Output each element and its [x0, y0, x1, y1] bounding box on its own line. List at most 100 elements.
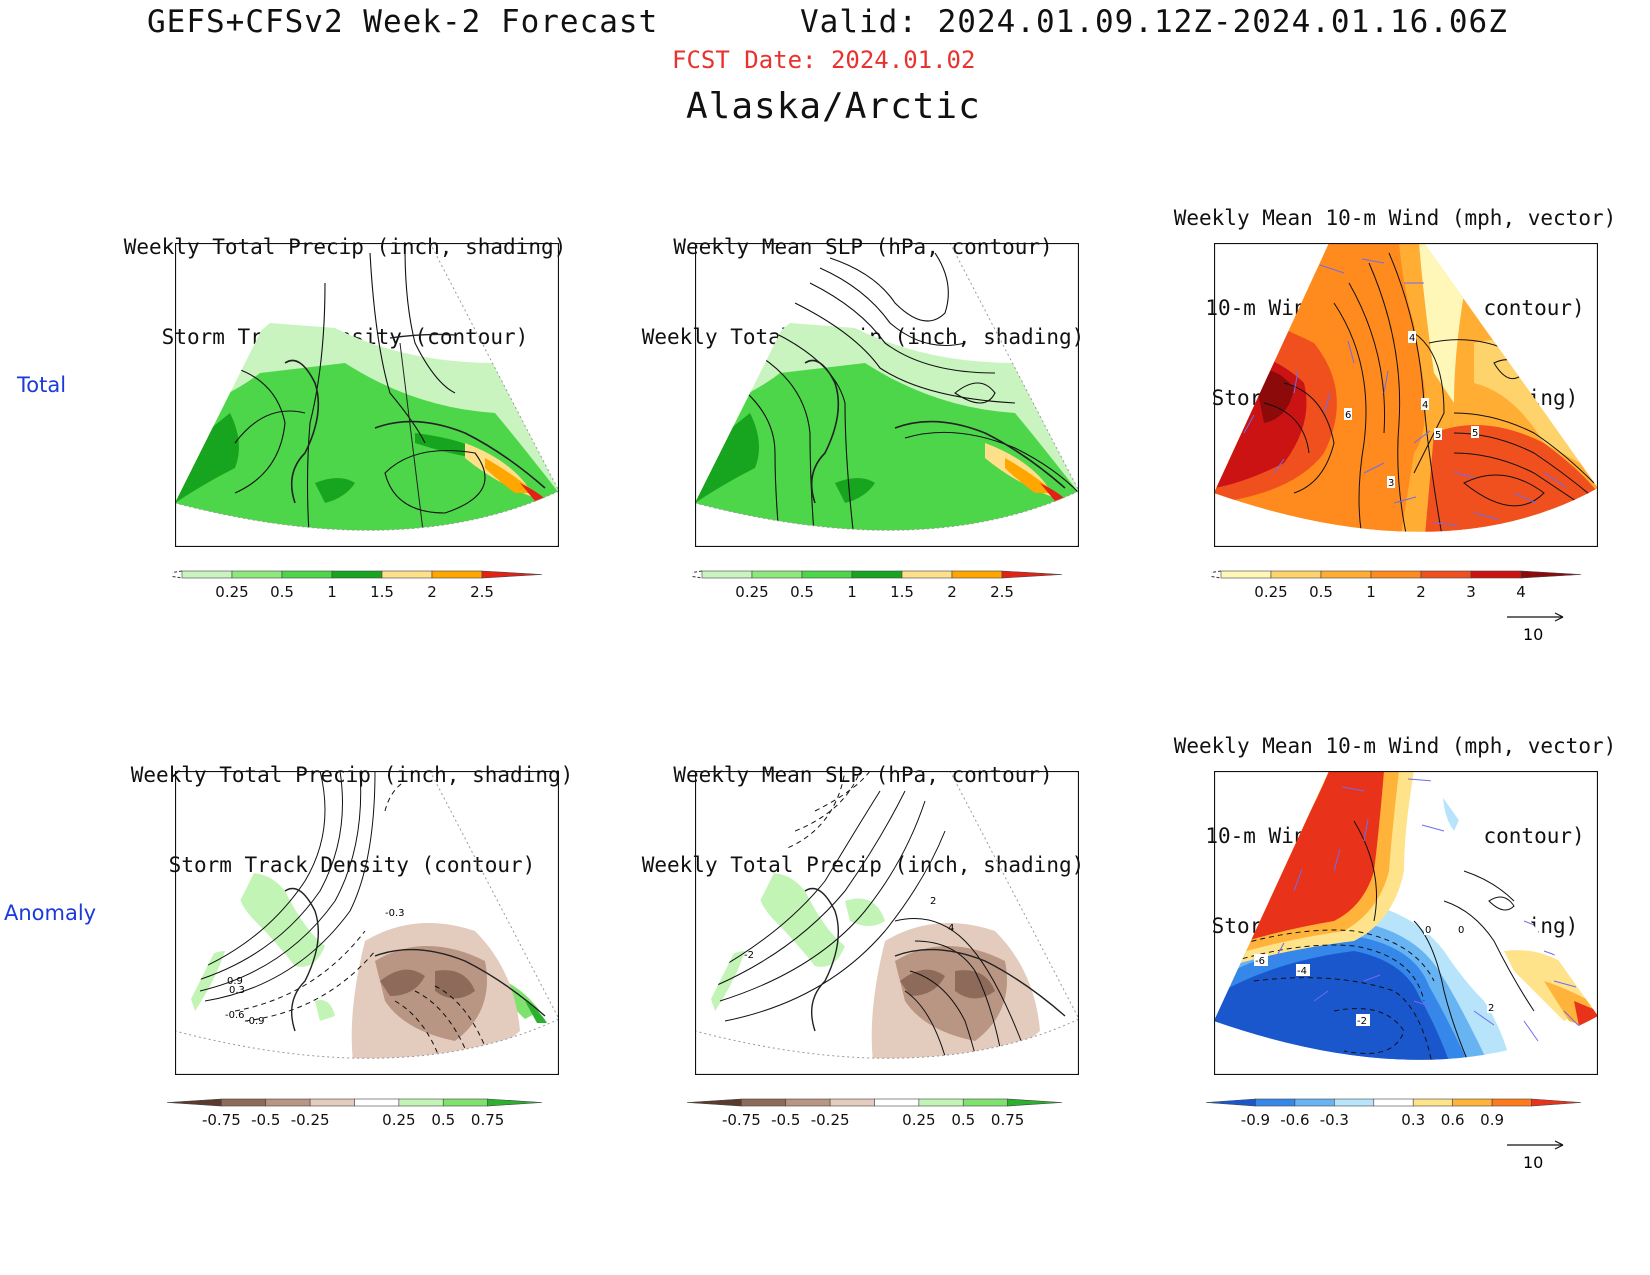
colorbar-tick-label: 0.6 [1441, 1111, 1465, 1129]
colorbar-precip-total-2: 0.25 0.5 1 1.5 2 2.5 [692, 570, 1063, 601]
contour-label: 0 [1458, 925, 1464, 936]
valid-period: Valid: 2024.01.09.12Z-2024.01.16.06Z [800, 4, 1508, 40]
colorbar-precip-total-1: 0.25 0.5 1 1.5 2 2.5 [172, 570, 543, 601]
colorbar-segment [851, 570, 903, 579]
colorbar-tick-label: 0.9 [1480, 1111, 1504, 1129]
colorbar-segment [829, 1098, 875, 1107]
colorbar-tick-label: 2 [1416, 583, 1426, 601]
contour-label: 0 [1425, 925, 1431, 936]
colorbar-segment [181, 570, 233, 579]
colorbar-tick-label: -0.6 [1280, 1111, 1309, 1129]
colorbar-segment [442, 1098, 488, 1107]
colorbar-tick-label: 1.5 [890, 583, 914, 601]
contour-label: -2 [744, 950, 754, 961]
forecast-date: FCST Date: 2024.01.02 [672, 46, 976, 74]
contour-label: 4 [948, 923, 954, 934]
colorbar-segment [1294, 1098, 1335, 1107]
contour-label: 4 [1422, 400, 1428, 411]
colorbar-segment [751, 570, 803, 579]
colorbar-segment [1420, 570, 1472, 579]
colorbar-segment [1220, 570, 1272, 579]
colorbar-low-arrow [692, 570, 703, 579]
colorbar-tick-label: -0.5 [251, 1111, 280, 1129]
vector-reference-label: 10 [1523, 625, 1543, 644]
contour-label: -6 [1255, 956, 1265, 967]
colorbar-tick-label: 1.5 [370, 583, 394, 601]
colorbar-tick-label: 0.5 [270, 583, 294, 601]
colorbar-tick-label: 2 [427, 583, 437, 601]
colorbar-tick-label: 1 [847, 583, 857, 601]
colorbar-segment [1007, 1098, 1063, 1107]
colorbar-segment [962, 1098, 1008, 1107]
contour-label: 5 [1472, 428, 1478, 439]
panel-title-line: Weekly Total Precip (inch, shading) [130, 763, 574, 787]
panel-title-line: Weekly Total Precip (inch, shading) [641, 853, 1085, 877]
colorbar-segment [309, 1098, 355, 1107]
colorbar-segment [1255, 1098, 1296, 1107]
colorbar-segment [431, 570, 483, 579]
colorbar-segment [221, 1098, 267, 1107]
contour-label: 0.3 [229, 985, 245, 996]
panel-title-line: Weekly Mean SLP (hPa, contour) [673, 235, 1053, 259]
colorbar-segment [1206, 1098, 1256, 1107]
colorbar-tick-label: 3 [1466, 583, 1476, 601]
contour-label: -4 [1297, 966, 1307, 977]
colorbar-segment [1531, 1098, 1582, 1107]
contour-label: -0.9 [245, 1016, 265, 1027]
colorbar-tick-label: -0.25 [811, 1111, 850, 1129]
colorbar-segment [231, 570, 283, 579]
colorbar-segment [1001, 570, 1063, 579]
colorbar-tick-label: 0.75 [471, 1111, 504, 1129]
colorbar-segment [1412, 1098, 1453, 1107]
colorbar-tick-label: 0.25 [382, 1111, 415, 1129]
contour-label: -0.6 [225, 1010, 245, 1021]
colorbar-segment [1320, 570, 1372, 579]
colorbar-segment [354, 1098, 400, 1107]
panel-title-anom-slp: Weekly Mean SLP (hPa, contour) Weekly To… [628, 700, 1098, 940]
contour-label: 2 [930, 896, 936, 907]
colorbar-tick-label: 0.25 [1254, 583, 1287, 601]
colorbar-low-arrow [172, 570, 183, 579]
colorbar-segment [281, 570, 333, 579]
colorbar-tick-label: 4 [1516, 583, 1526, 601]
map-panel-total-precip [175, 243, 559, 547]
panel-title-line: Weekly Total Precip (inch, shading) [123, 235, 567, 259]
colorbar-tick-label: 0.3 [1401, 1111, 1425, 1129]
colorbar-segment [1270, 570, 1322, 579]
colorbar-segment [481, 570, 543, 579]
colorbar-segment [701, 570, 753, 579]
contour-label: 4 [1409, 333, 1415, 344]
colorbar-segment [1452, 1098, 1493, 1107]
colorbar-tick-label: 0.5 [951, 1111, 975, 1129]
map-panel-total-wind: 4 6 4 5 5 3 [1214, 243, 1598, 547]
colorbar-tick-label: -0.25 [291, 1111, 330, 1129]
vector-reference-total: 10 [1507, 612, 1564, 644]
colorbar-tick-label: 0.5 [431, 1111, 455, 1129]
colorbar-tick-label: 2.5 [470, 583, 494, 601]
colorbar-tick-label: -0.3 [1320, 1111, 1349, 1129]
row-label-total: Total [17, 373, 67, 397]
colorbar-segment [874, 1098, 920, 1107]
colorbar-low-arrow [1211, 570, 1222, 579]
contour-label: -0.3 [385, 908, 405, 919]
colorbar-segment [167, 1098, 222, 1107]
colorbar-tick-label: 0.25 [735, 583, 768, 601]
colorbar-tick-label: 1 [1366, 583, 1376, 601]
colorbar-segment [951, 570, 1003, 579]
colorbar-segment [331, 570, 383, 579]
colorbar-precip-anom-1: -0.75 -0.5 -0.25 0.25 0.5 0.75 [167, 1098, 543, 1129]
colorbar-segment [918, 1098, 964, 1107]
colorbar-tick-label: 0.75 [991, 1111, 1024, 1129]
colorbar-segment [1334, 1098, 1375, 1107]
main-title: GEFS+CFSv2 Week-2 Forecast [147, 4, 659, 40]
colorbar-segment [265, 1098, 311, 1107]
colorbar-tick-label: -0.75 [202, 1111, 241, 1129]
colorbar-tick-label: 0.5 [790, 583, 814, 601]
colorbar-segment [1520, 570, 1582, 579]
colorbar-tick-label: 1 [327, 583, 337, 601]
colorbar-segment [785, 1098, 831, 1107]
colorbar-segment [801, 570, 853, 579]
map-panel-total-slp [695, 243, 1079, 547]
colorbar-tick-label: 0.25 [215, 583, 248, 601]
